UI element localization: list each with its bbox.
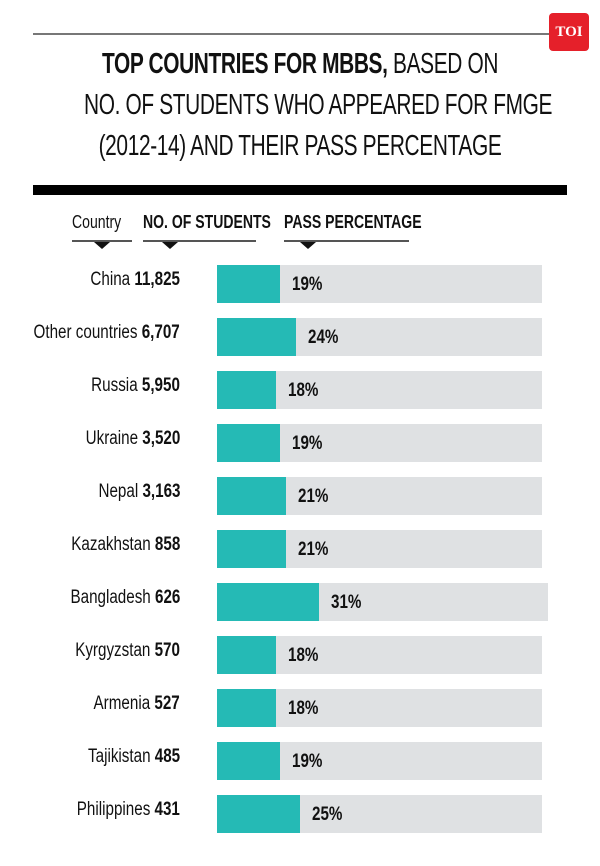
bar-row: Philippines 431 25% [0, 795, 600, 833]
bar-row: Kazakhstan 858 21% [0, 530, 600, 568]
bar-fill [217, 265, 280, 303]
column-header-pass: PASS PERCENTAGE [284, 212, 422, 232]
student-count: 858 [154, 534, 180, 555]
bar-track: 21% [217, 530, 542, 568]
country-name: Russia [91, 375, 138, 396]
bar-fill [217, 530, 286, 568]
row-label: Bangladesh 626 [70, 583, 180, 613]
row-label: Other countries 6,707 [34, 318, 180, 348]
bar-track: 25% [217, 795, 542, 833]
row-label: Tajikistan 485 [88, 742, 180, 772]
title-divider [33, 185, 567, 195]
bar-row: Other countries 6,707 24% [0, 318, 600, 356]
bar-row: Tajikistan 485 19% [0, 742, 600, 780]
student-count: 527 [154, 693, 180, 714]
bar-fill [217, 636, 276, 674]
bar-fill [217, 583, 319, 621]
pass-percentage-label: 31% [331, 592, 362, 613]
title-line-1: TOP COUNTRIES FOR MBBS, BASED ON [84, 44, 516, 85]
column-header-pass-underline [284, 240, 409, 242]
column-header-country: Country [72, 212, 122, 232]
bar-row: Nepal 3,163 21% [0, 477, 600, 515]
student-count: 626 [154, 587, 180, 608]
column-header-students-underline [143, 240, 256, 242]
title-line1-rest: BASED ON [387, 48, 499, 80]
pass-percentage-label: 18% [288, 380, 319, 401]
bar-row: Russia 5,950 18% [0, 371, 600, 409]
bar-fill [217, 689, 276, 727]
country-down-arrow-icon [94, 242, 110, 249]
country-name: China [90, 269, 131, 290]
column-header-country-underline [72, 240, 132, 242]
student-count: 570 [154, 640, 180, 661]
pass-percentage-label: 25% [312, 804, 343, 825]
bar-track: 18% [217, 636, 542, 674]
country-name: Other countries [33, 322, 138, 343]
toi-logo: TOI [549, 13, 589, 51]
row-label: Kazakhstan 858 [71, 530, 180, 560]
pass-percentage-label: 19% [292, 751, 323, 772]
country-name: Kazakhstan [70, 534, 151, 555]
country-name: Ukraine [85, 428, 138, 449]
pass-percentage-label: 18% [288, 645, 319, 666]
pass-percentage-label: 21% [298, 539, 329, 560]
student-count: 3,163 [141, 481, 180, 502]
row-label: China 11,825 [90, 265, 180, 295]
country-name: Kyrgyzstan [75, 640, 151, 661]
pass-percentage-label: 24% [308, 327, 339, 348]
bar-fill [217, 477, 286, 515]
bar-fill [217, 742, 280, 780]
chart-title: TOP COUNTRIES FOR MBBS, BASED ON NO. OF … [83, 44, 553, 167]
student-count: 5,950 [141, 375, 180, 396]
bar-track: 31% [217, 583, 548, 621]
bar-track: 19% [217, 424, 542, 462]
bar-track: 19% [217, 742, 542, 780]
row-label: Russia 5,950 [91, 371, 180, 401]
row-label: Philippines 431 [77, 795, 180, 825]
country-name: Nepal [98, 481, 138, 502]
title-bold: TOP COUNTRIES FOR MBBS, [101, 48, 388, 80]
bar-fill [217, 424, 280, 462]
column-header-students: NO. OF STUDENTS [143, 212, 271, 232]
student-count: 6,707 [141, 322, 180, 343]
bar-fill [217, 795, 300, 833]
bar-row: Kyrgyzstan 570 18% [0, 636, 600, 674]
bar-track: 24% [217, 318, 542, 356]
pass-percentage-label: 18% [288, 698, 319, 719]
country-name: Bangladesh [70, 587, 151, 608]
student-count: 431 [154, 799, 180, 820]
pass-down-arrow-icon [300, 242, 316, 249]
row-label: Nepal 3,163 [98, 477, 180, 507]
bar-track: 18% [217, 689, 542, 727]
bar-row: Ukraine 3,520 19% [0, 424, 600, 462]
country-name: Armenia [93, 693, 151, 714]
country-name: Philippines [76, 799, 151, 820]
row-label: Armenia 527 [94, 689, 180, 719]
pass-percentage-label: 19% [292, 274, 323, 295]
bar-fill [217, 318, 296, 356]
student-count: 3,520 [141, 428, 180, 449]
bar-row: Armenia 527 18% [0, 689, 600, 727]
pass-percentage-label: 21% [298, 486, 329, 507]
row-label: Kyrgyzstan 570 [75, 636, 180, 666]
title-line-3: (2012-14) AND THEIR PASS PERCENTAGE [98, 130, 502, 162]
bar-track: 18% [217, 371, 542, 409]
bar-fill [217, 371, 276, 409]
title-line-2: NO. OF STUDENTS WHO APPEARED FOR FMGE [83, 89, 553, 121]
student-count: 11,825 [134, 269, 180, 290]
bar-row: Bangladesh 626 31% [0, 583, 600, 621]
bar-track: 21% [217, 477, 542, 515]
bar-row: China 11,825 19% [0, 265, 600, 303]
top-rule [33, 33, 553, 35]
country-name: Tajikistan [87, 746, 151, 767]
row-label: Ukraine 3,520 [85, 424, 180, 454]
pass-percentage-label: 19% [292, 433, 323, 454]
students-down-arrow-icon [162, 242, 178, 249]
student-count: 485 [154, 746, 180, 767]
bar-track: 19% [217, 265, 542, 303]
